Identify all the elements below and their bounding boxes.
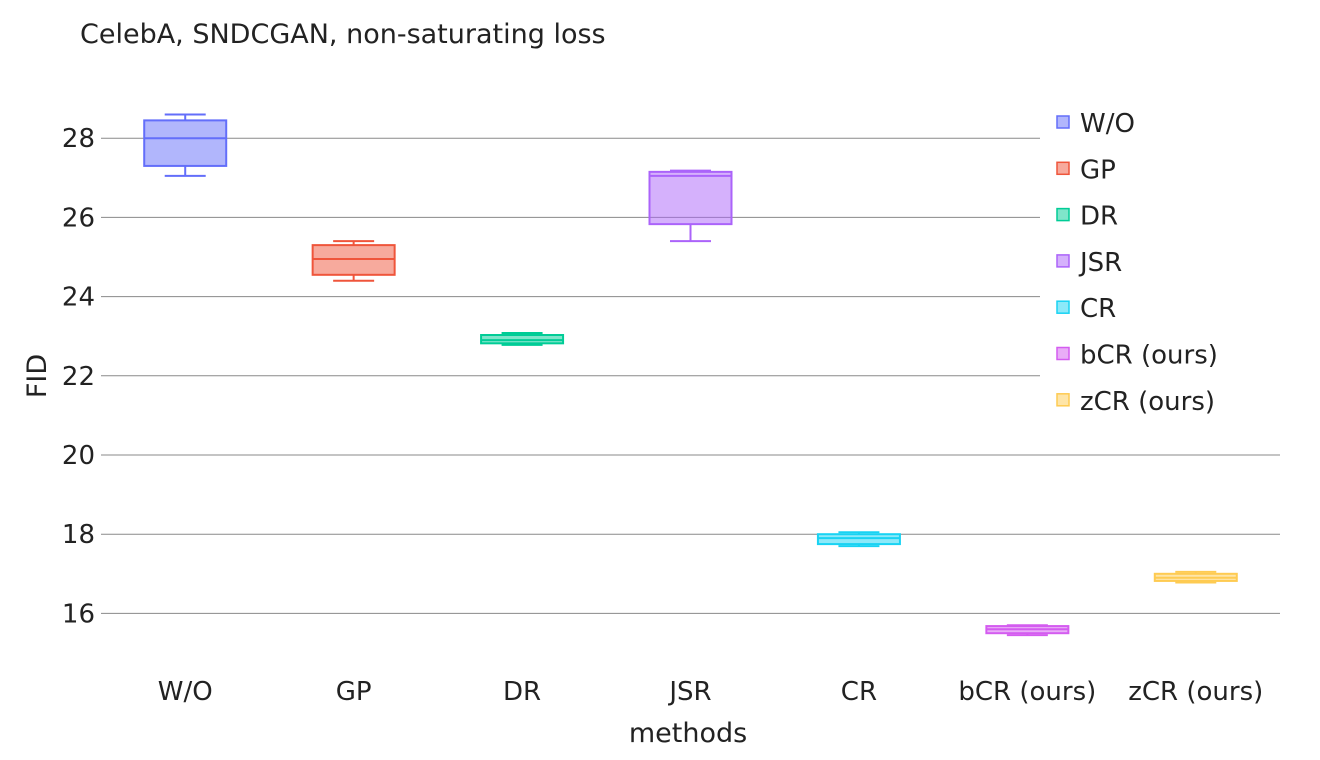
x-tick-label: GP [336,677,372,707]
legend-swatch [1056,346,1070,361]
box-zcr-ours[interactable] [1153,570,1238,584]
box-jsr[interactable] [648,169,733,243]
y-tick-label: 24 [62,283,95,313]
x-tick-label: zCR (ours) [1128,677,1263,707]
y-tick-label: 28 [62,124,95,154]
x-axis-title: methods [629,718,747,749]
y-axis-ticks: 16 18 20 22 24 26 28 [62,124,95,629]
box-w-o[interactable] [143,113,228,177]
y-tick-label: 20 [62,441,95,471]
legend-swatch [1056,393,1070,407]
chart-title: CelebA, SNDCGAN, non-saturating loss [80,19,606,50]
box-cr[interactable] [816,531,901,548]
legend-item[interactable]: W/O [1056,109,1135,139]
y-tick-label: 16 [62,599,95,629]
legend-item[interactable]: GP [1056,155,1116,185]
box-dr[interactable] [480,332,565,346]
legend-label: DR [1080,202,1118,232]
y-axis-title: FID [22,354,53,398]
legend-item[interactable]: JSR [1056,248,1122,278]
legend-label: CR [1080,294,1116,324]
box-gp[interactable] [311,240,396,282]
box-bcr-ours[interactable] [985,624,1070,637]
x-tick-label: W/O [158,677,213,707]
legend-swatch [1056,207,1070,222]
iqr-box [143,119,228,167]
legend-swatch [1056,161,1070,176]
legend-background [1040,98,1280,425]
legend-label: W/O [1080,109,1135,139]
x-tick-label: DR [503,677,541,707]
x-axis-ticks: W/O GP DR JSR CR bCR (ours) zCR (ours) [158,677,1264,707]
legend-swatch [1056,300,1070,314]
legend-item[interactable]: zCR (ours) [1056,387,1215,417]
iqr-box [648,170,733,226]
legend-label: GP [1080,155,1116,185]
y-tick-label: 22 [62,362,95,392]
legend-label: zCR (ours) [1080,387,1215,417]
legend-item[interactable]: CR [1056,294,1116,324]
y-tick-label: 18 [62,520,95,550]
x-tick-label: JSR [667,677,711,707]
legend-item[interactable]: DR [1056,202,1118,232]
legend-item[interactable]: bCR (ours) [1056,341,1218,371]
legend-label: bCR (ours) [1080,341,1218,371]
plot-area [143,113,1238,637]
legend-label: JSR [1078,248,1122,278]
y-tick-label: 26 [62,203,95,233]
x-tick-label: bCR (ours) [958,677,1096,707]
legend-swatch [1056,115,1070,129]
x-tick-label: CR [841,677,877,707]
legend-swatch [1056,254,1070,268]
legend[interactable]: W/O GP DR JSR CR bCR (ours) zCR (ours) [1040,98,1280,425]
